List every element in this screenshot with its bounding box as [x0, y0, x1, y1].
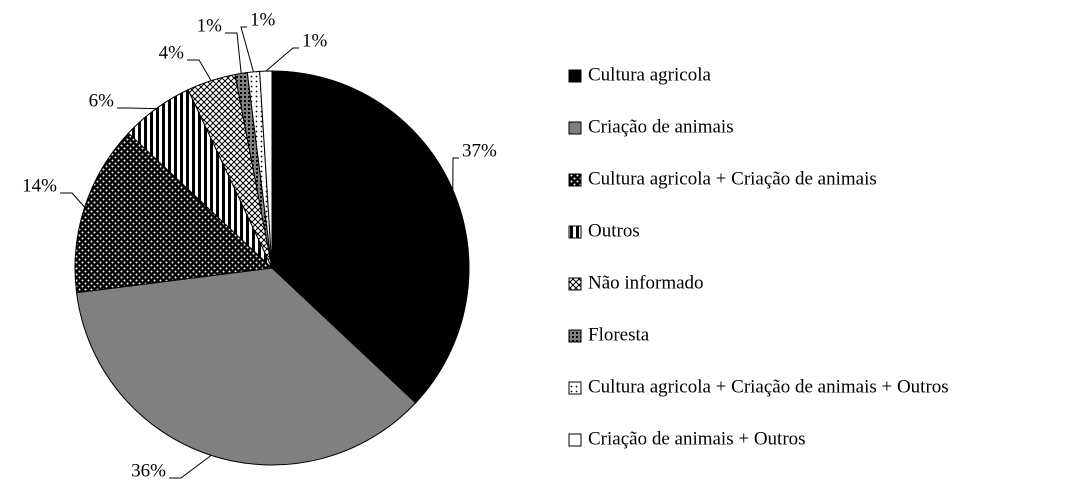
legend-label: Criação de animais	[588, 116, 734, 137]
data-label: 37%	[462, 140, 497, 161]
legend-label: Cultura agricola + Criação de animais + …	[588, 376, 949, 397]
legend-label: Floresta	[588, 324, 650, 345]
leader-line	[240, 26, 254, 73]
leader-line	[452, 157, 459, 190]
data-label: 1%	[197, 15, 223, 36]
data-label: 4%	[159, 42, 185, 63]
pie-slice	[259, 70, 273, 269]
pie-slice	[74, 132, 274, 294]
leader-line	[60, 192, 86, 208]
data-label: 6%	[89, 90, 115, 111]
pie-slice	[75, 267, 417, 466]
legend-marker	[568, 277, 582, 291]
legend-marker	[568, 381, 582, 395]
legend-label: Outros	[588, 220, 640, 241]
data-label: 36%	[131, 460, 166, 481]
legend-marker	[568, 433, 582, 447]
legend-label: Não informado	[588, 272, 704, 293]
legend-marker	[568, 69, 582, 83]
legend-label: Cultura agricola + Criação de animais	[588, 168, 877, 189]
data-label: 1%	[250, 9, 276, 30]
legend-label: Cultura agricola	[588, 64, 711, 85]
leader-line	[265, 47, 299, 72]
legend-marker	[568, 173, 582, 187]
leader-line	[187, 59, 212, 81]
legend-marker	[568, 329, 582, 343]
data-label: 14%	[22, 175, 57, 196]
legend-label: Criação de animais + Outros	[588, 428, 806, 449]
leader-line	[117, 107, 157, 110]
legend-marker	[568, 225, 582, 239]
leader-line	[169, 454, 212, 479]
legend-marker	[568, 121, 582, 135]
leader-line	[225, 32, 242, 74]
data-label: 1%	[302, 30, 328, 51]
